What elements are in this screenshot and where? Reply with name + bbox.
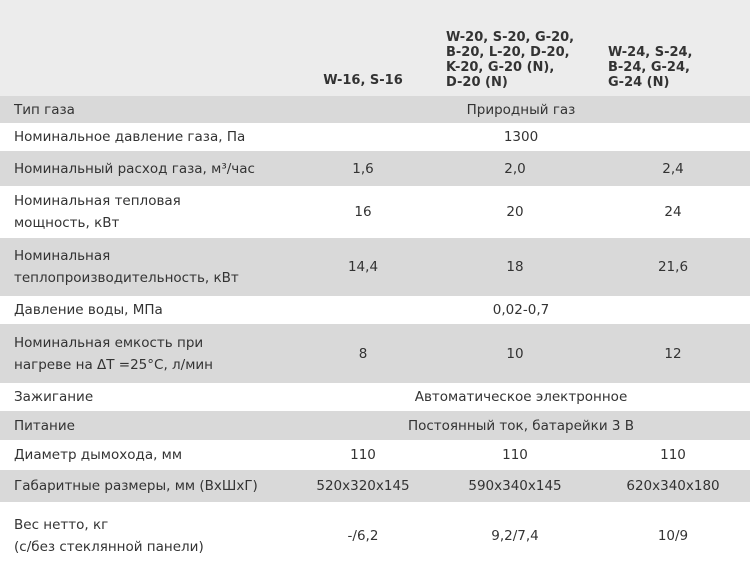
value-cell: 16: [292, 186, 434, 238]
value-cell: 1300: [292, 123, 750, 151]
header-line: D-20 (N): [446, 75, 508, 90]
label-line: нагреве на ΔT =25°C, л/мин: [14, 356, 213, 373]
value-cell: 110: [292, 440, 434, 470]
label-line: Тип газа: [14, 101, 75, 118]
value-cell: 20: [434, 186, 596, 238]
label-line: Номинальное давление газа, Па: [14, 129, 246, 145]
header-line: B-20, L-20, D-20,: [446, 45, 570, 60]
value-cell: 620x340x180: [596, 470, 750, 502]
table-row: Давление воды, МПа 0,02-0,7: [0, 296, 750, 324]
value-cell: Природный газ: [292, 96, 750, 123]
row-label: Номинальный расход газа, м³/час: [0, 151, 292, 186]
label-line: Габаритные размеры, мм (ВхШхГ): [14, 478, 258, 494]
table-row: Диаметр дымохода, мм 110 110 110: [0, 440, 750, 470]
value-cell: Постоянный ток, батарейки 3 В: [292, 411, 750, 440]
header-line: W-20, S-20, G-20,: [446, 30, 575, 45]
value-cell: 12: [596, 324, 750, 383]
value-cell: 8: [292, 324, 434, 383]
value-cell: 21,6: [596, 238, 750, 296]
label-line: Номинальная: [14, 248, 111, 264]
table-row: Вес нетто, кг (с/без стеклянной панели) -/…: [0, 502, 750, 570]
label-line: Давление воды, МПа: [14, 302, 163, 318]
value-cell: 14,4: [292, 238, 434, 296]
header-line: K-20, G-20 (N),: [446, 60, 555, 75]
row-label: Вес нетто, кг (с/без стеклянной панели): [0, 502, 292, 570]
label-line: Номинальная тепловая: [14, 193, 181, 209]
table-row: Номинальное давление газа, Па 1300: [0, 123, 750, 151]
row-label: Номинальная теплопроизводительность, кВт: [0, 238, 292, 296]
label-line: Номинальная емкость при: [14, 334, 204, 351]
value-cell: 10: [434, 324, 596, 383]
header-line: G-24 (N): [608, 75, 670, 90]
label-line: (с/без стеклянной панели): [14, 539, 204, 555]
value-cell: Автоматическое электронное: [292, 383, 750, 411]
table-row: Номинальная тепловая мощность, кВт 16 20 24: [0, 186, 750, 238]
label-line: Питание: [14, 417, 75, 434]
row-label: Зажигание: [0, 383, 292, 411]
table-row: Зажигание Автоматическое электронное: [0, 383, 750, 411]
table-row: Номинальная теплопроизводительность, кВт 1…: [0, 238, 750, 296]
value-cell: 18: [434, 238, 596, 296]
row-label: Диаметр дымохода, мм: [0, 440, 292, 470]
value-cell: 1,6: [292, 151, 434, 186]
table-row: Номинальный расход газа, м³/час 1,6 2,0 2,4: [0, 151, 750, 186]
row-label: Тип газа: [0, 96, 292, 123]
header-line: W-16, S-16: [323, 73, 403, 88]
value-cell: 110: [434, 440, 596, 470]
column-header: W-24, S-24, B-24, G-24, G-24 (N): [596, 0, 750, 96]
header-line: W-24, S-24,: [608, 45, 693, 60]
header-row: W-16, S-16 W-20, S-20, G-20, B-20, L-20, D…: [0, 0, 750, 96]
header-cell: [0, 0, 292, 96]
value-cell: 0,02-0,7: [292, 296, 750, 324]
table-row: Номинальная емкость при нагреве на ΔT =25…: [0, 324, 750, 383]
value-cell: 10/9: [596, 502, 750, 570]
label-line: Зажигание: [14, 389, 94, 405]
value-cell: 590x340x145: [434, 470, 596, 502]
row-label: Номинальное давление газа, Па: [0, 123, 292, 151]
column-header: W-16, S-16: [292, 0, 434, 96]
label-line: теплопроизводительность, кВт: [14, 270, 239, 286]
label-line: Диаметр дымохода, мм: [14, 447, 183, 463]
value-cell: 520x320x145: [292, 470, 434, 502]
row-label: Номинальная тепловая мощность, кВт: [0, 186, 292, 238]
label-line: Номинальный расход газа, м³/час: [14, 160, 255, 177]
table-row: Тип газа Природный газ: [0, 96, 750, 123]
label-line: Вес нетто, кг: [14, 517, 109, 533]
value-cell: -/6,2: [292, 502, 434, 570]
table-row: Габаритные размеры, мм (ВхШхГ) 520x320x14…: [0, 470, 750, 502]
table-row: Питание Постоянный ток, батарейки 3 В: [0, 411, 750, 440]
value-cell: 24: [596, 186, 750, 238]
row-label: Номинальная емкость при нагреве на ΔT =25…: [0, 324, 292, 383]
row-label: Давление воды, МПа: [0, 296, 292, 324]
value-cell: 9,2/7,4: [434, 502, 596, 570]
row-label: Питание: [0, 411, 292, 440]
value-cell: 2,4: [596, 151, 750, 186]
column-header: W-20, S-20, G-20, B-20, L-20, D-20, K-20, …: [434, 0, 596, 96]
label-line: мощность, кВт: [14, 215, 120, 231]
header-line: B-24, G-24,: [608, 60, 690, 75]
row-label: Габаритные размеры, мм (ВхШхГ): [0, 470, 292, 502]
value-cell: 110: [596, 440, 750, 470]
value-cell: 2,0: [434, 151, 596, 186]
